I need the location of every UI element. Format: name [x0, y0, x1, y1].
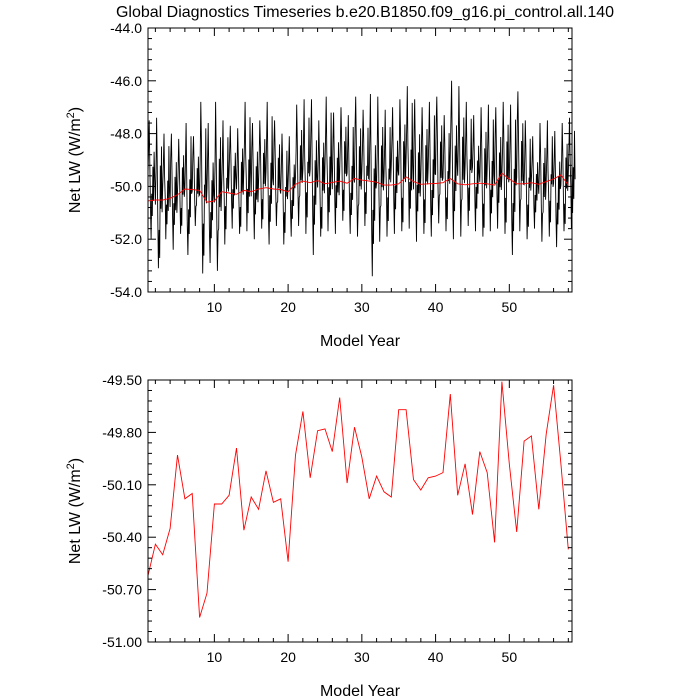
- top-y-tick-label: -54.0: [110, 284, 142, 300]
- top-x-tick-label: 40: [428, 299, 444, 315]
- top-y-tick-label: -48.0: [110, 126, 142, 142]
- bottom-x-tick-label: 20: [280, 649, 296, 665]
- bottom-y-axis-label-end: ): [67, 458, 84, 463]
- top-chart-panel: -44.0 -46.0 -48.0 -50.0 -52.0 -54.0 10 20 30 40 50…: [65, 20, 576, 350]
- top-series-monthly: [147, 80, 576, 277]
- bottom-chart-marks: [147, 381, 569, 618]
- top-y-tick-label: -52.0: [110, 231, 142, 247]
- bottom-y-tick-label: -50.70: [102, 582, 142, 598]
- top-y-tick-label: -50.0: [110, 178, 142, 194]
- bottom-y-tick-label: -50.40: [102, 529, 142, 545]
- top-x-tick-label: 20: [280, 299, 296, 315]
- top-series-annual-mean: [147, 172, 569, 203]
- bottom-x-tick-label: 10: [207, 649, 223, 665]
- top-y-tick-label: -46.0: [110, 73, 142, 89]
- top-y-axis-label-end: ): [67, 107, 84, 112]
- top-x-tick-label: 10: [207, 299, 223, 315]
- top-x-tick-label: 50: [502, 299, 518, 315]
- bottom-x-tick-label: 40: [428, 649, 444, 665]
- top-x-axis-label: Model Year: [320, 333, 401, 350]
- top-y-tick-label: -44.0: [110, 20, 142, 36]
- top-y-axis-label-main: Net LW (W/m: [67, 118, 84, 213]
- figure-title: Global Diagnostics Timeseries b.e20.B185…: [116, 4, 614, 21]
- top-chart-marks: [147, 80, 576, 277]
- bottom-y-tick-label: -49.50: [102, 372, 142, 388]
- top-y-axis-label-sup: 2: [65, 112, 77, 118]
- bottom-x-axis-label: Model Year: [320, 683, 401, 700]
- bottom-chart-frame: [147, 379, 573, 643]
- bottom-y-tick-label: -49.80: [102, 424, 142, 440]
- bottom-y-axis-label-main: Net LW (W/m: [67, 469, 84, 564]
- top-y-axis-label: Net LW (W/m2): [65, 107, 84, 213]
- bottom-y-axis-label-sup: 2: [65, 463, 77, 469]
- bottom-y-tick-label: -50.10: [102, 477, 142, 493]
- top-chart-ticks: -44.0 -46.0 -48.0 -50.0 -52.0 -54.0 10 20 30 40 50: [110, 20, 572, 315]
- bottom-series-annual-mean: [147, 381, 569, 618]
- bottom-chart-ticks: -49.50 -49.80 -50.10 -50.40 -50.70 -51.00 10 20…: [102, 372, 572, 665]
- bottom-y-axis-label: Net LW (W/m2): [65, 458, 84, 564]
- bottom-x-tick-label: 30: [354, 649, 370, 665]
- top-x-tick-label: 30: [354, 299, 370, 315]
- bottom-chart-panel: -49.50 -49.80 -50.10 -50.40 -50.70 -51.00 10 20…: [65, 372, 573, 700]
- bottom-y-tick-label: -51.00: [102, 634, 142, 650]
- top-chart-frame: [147, 27, 573, 293]
- bottom-x-tick-label: 50: [502, 649, 518, 665]
